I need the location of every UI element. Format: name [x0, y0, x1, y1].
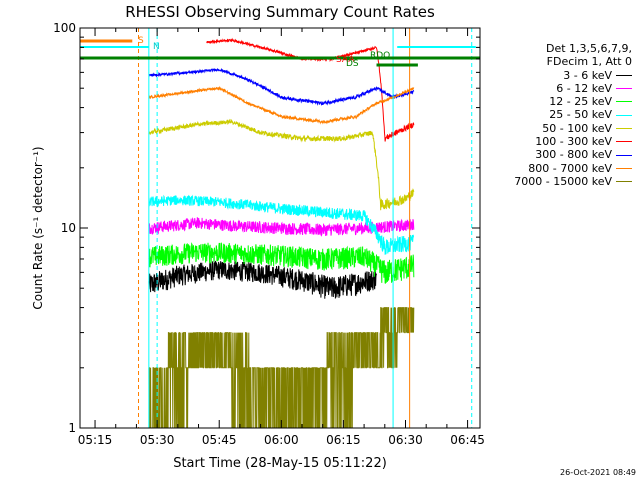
legend-entry: 6 - 12 keV [472, 82, 632, 95]
legend-swatch [616, 181, 632, 183]
legend-entry: 12 - 25 keV [472, 95, 632, 108]
series-line [148, 194, 414, 255]
series-line [148, 307, 415, 429]
legend-swatch [616, 127, 632, 129]
x-tick-label: 06:45 [450, 433, 485, 447]
legend-swatch [616, 74, 632, 76]
legend-rows: 3 - 6 keV 6 - 12 keV 12 - 25 keV 25 - 50 ke… [472, 69, 632, 189]
series-line [148, 67, 415, 106]
x-axis-label: Start Time (28-May-15 05:11:22) [173, 456, 387, 471]
x-tick-label: 05:45 [202, 433, 237, 447]
legend-label: 100 - 300 keV [535, 135, 612, 149]
series-line [148, 260, 377, 299]
legend-entry: 25 - 50 keV [472, 108, 632, 121]
legend-label: 3 - 6 keV [563, 68, 612, 82]
chart-title: RHESSI Observing Summary Count Rates [125, 3, 435, 21]
legend-swatch [616, 141, 632, 143]
legend-header-1: Det 1,3,5,6,7,9, [545, 42, 632, 55]
legend-label: 300 - 800 keV [535, 148, 612, 162]
series-layer [148, 37, 415, 429]
chart-annotation: DS [346, 59, 359, 69]
legend-header-2: FDecim 1, Att 0 [546, 55, 632, 69]
legend-swatch [616, 88, 632, 90]
chart-annotation: N [153, 42, 160, 52]
y-tick-label: 10 [61, 221, 76, 235]
legend-swatch [616, 101, 632, 103]
chart-annotation: S [138, 36, 144, 46]
legend-swatch [616, 154, 632, 156]
legend-label: 800 - 7000 keV [528, 161, 612, 175]
legend-swatch [616, 114, 632, 116]
legend-entry: 100 - 300 keV [472, 135, 632, 148]
legend-entry: 50 - 100 keV [472, 122, 632, 135]
series-line [148, 242, 415, 284]
x-tick-label: 05:30 [140, 433, 175, 447]
legend-entry: 300 - 800 keV [472, 148, 632, 161]
series-line [148, 118, 415, 211]
legend-entry: 3 - 6 keV [472, 69, 632, 82]
y-tick-label: 100 [53, 21, 76, 35]
legend-label: 12 - 25 keV [549, 95, 612, 109]
x-tick-label: 06:15 [326, 433, 361, 447]
chart-annotation: SAA [336, 55, 355, 65]
legend: Det 1,3,5,6,7,9, FDecim 1, Att 0 3 - 6 k… [472, 42, 632, 188]
axis-layer: 05:15 05:30 05:45 06:00 06:15 06:30 06:45 1 10 10… [53, 21, 485, 447]
x-tick-label: 05:15 [78, 433, 113, 447]
y-tick-label: 1 [68, 421, 76, 435]
legend-label: 50 - 100 keV [542, 121, 612, 135]
x-tick-label: 06:30 [388, 433, 423, 447]
legend-label: 6 - 12 keV [556, 81, 612, 95]
x-tick-label: 06:00 [264, 433, 299, 447]
legend-label: 7000 - 15000 keV [514, 174, 612, 188]
legend-entry: 800 - 7000 keV [472, 162, 632, 175]
timestamp: 26-Oct-2021 08:49 [560, 468, 636, 477]
y-axis-label: Count Rate (s⁻¹ detector⁻¹) [31, 146, 45, 309]
legend-entry: 7000 - 15000 keV [472, 175, 632, 188]
overlay-layer: SN SAA RDO DS [80, 28, 480, 428]
chart-annotation: RDO [370, 51, 390, 61]
series-line [148, 85, 415, 125]
legend-label: 25 - 50 keV [549, 108, 612, 122]
legend-swatch [616, 167, 632, 169]
